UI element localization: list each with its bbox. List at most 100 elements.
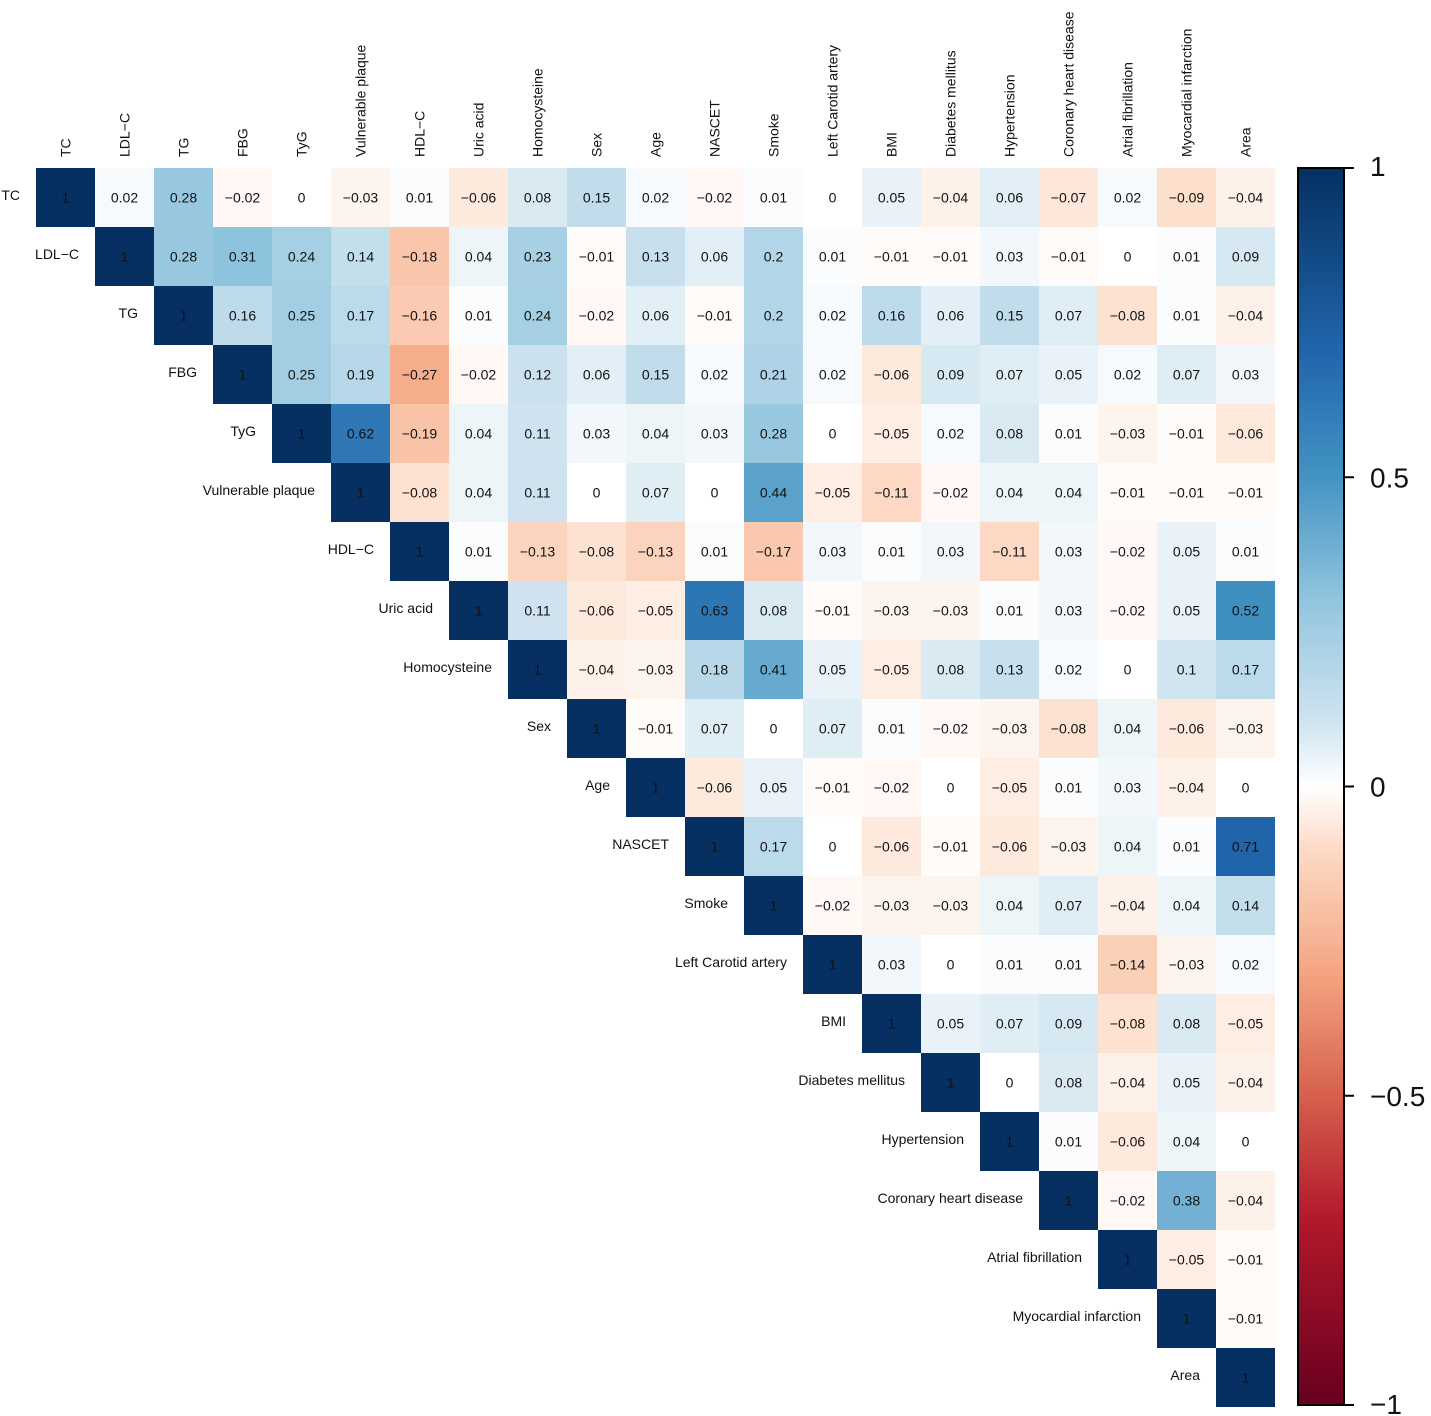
cell-5-12 xyxy=(744,463,803,522)
cell-value-13-15: 0 xyxy=(947,957,955,973)
col-label-2: TG xyxy=(176,138,192,157)
cell-1-17 xyxy=(1039,227,1098,286)
cell-2-9 xyxy=(567,286,626,345)
cell-10-11 xyxy=(685,758,744,817)
cell-7-14 xyxy=(862,581,921,640)
cell-2-18 xyxy=(1098,286,1157,345)
cell-10-12 xyxy=(744,758,803,817)
cell-value-0-12: 0.01 xyxy=(760,190,787,206)
cell-3-15 xyxy=(921,345,980,404)
cell-1-13 xyxy=(803,227,862,286)
cell-3-14 xyxy=(862,345,921,404)
cell-10-17 xyxy=(1039,758,1098,817)
cell-14-15 xyxy=(921,994,980,1053)
cell-3-8 xyxy=(508,345,567,404)
cell-6-15 xyxy=(921,522,980,581)
cell-value-14-20: −0.05 xyxy=(1228,1016,1264,1032)
cell-value-11-11: 1 xyxy=(711,839,719,855)
cell-value-2-9: −0.02 xyxy=(579,308,615,324)
col-label-16: Hypertension xyxy=(1002,75,1018,158)
cell-3-18 xyxy=(1098,345,1157,404)
cell-13-14 xyxy=(862,935,921,994)
cell-value-11-15: −0.01 xyxy=(933,839,969,855)
row-label-16: Hypertension xyxy=(882,1131,965,1147)
cell-10-10 xyxy=(626,758,685,817)
cell-value-9-15: −0.02 xyxy=(933,721,969,737)
cell-value-7-7: 1 xyxy=(475,603,483,619)
cell-value-8-16: 0.13 xyxy=(996,662,1023,678)
cell-12-12 xyxy=(744,876,803,935)
cell-value-5-20: −0.01 xyxy=(1228,485,1264,501)
cell-6-17 xyxy=(1039,522,1098,581)
cell-value-10-18: 0.03 xyxy=(1114,780,1141,796)
cell-1-12 xyxy=(744,227,803,286)
cell-value-6-16: −0.11 xyxy=(992,544,1027,560)
row-label-17: Coronary heart disease xyxy=(877,1190,1023,1206)
cell-10-15 xyxy=(921,758,980,817)
cell-value-5-10: 0.07 xyxy=(642,485,669,501)
cell-2-8 xyxy=(508,286,567,345)
cell-value-2-5: 0.17 xyxy=(347,308,374,324)
cell-value-10-10: 1 xyxy=(652,780,660,796)
cell-value-6-18: −0.02 xyxy=(1110,544,1146,560)
cell-value-1-18: 0 xyxy=(1124,249,1132,265)
cell-value-8-10: −0.03 xyxy=(638,662,674,678)
cell-value-4-13: 0 xyxy=(829,426,837,442)
cell-value-5-18: −0.01 xyxy=(1110,485,1146,501)
cell-value-6-15: 0.03 xyxy=(937,544,964,560)
cell-value-5-11: 0 xyxy=(711,485,719,501)
cell-16-18 xyxy=(1098,1112,1157,1171)
cell-2-13 xyxy=(803,286,862,345)
cell-18-20 xyxy=(1216,1230,1275,1289)
col-label-10: Age xyxy=(648,132,664,157)
cell-value-12-19: 0.04 xyxy=(1173,898,1200,914)
cell-value-9-19: −0.06 xyxy=(1169,721,1205,737)
cell-value-8-17: 0.02 xyxy=(1055,662,1082,678)
col-label-3: FBG xyxy=(235,128,251,157)
cell-20-20 xyxy=(1216,1348,1275,1407)
cell-value-1-5: 0.14 xyxy=(347,249,374,265)
cell-16-20 xyxy=(1216,1112,1275,1171)
cell-1-15 xyxy=(921,227,980,286)
cell-value-4-16: 0.08 xyxy=(996,426,1023,442)
cell-16-19 xyxy=(1157,1112,1216,1171)
cell-5-17 xyxy=(1039,463,1098,522)
cell-2-14 xyxy=(862,286,921,345)
cell-0-0 xyxy=(36,168,95,227)
cell-4-4 xyxy=(272,404,331,463)
cell-3-4 xyxy=(272,345,331,404)
cell-2-15 xyxy=(921,286,980,345)
cell-1-8 xyxy=(508,227,567,286)
cell-12-15 xyxy=(921,876,980,935)
cell-value-5-16: 0.04 xyxy=(996,485,1023,501)
cell-6-20 xyxy=(1216,522,1275,581)
cell-4-8 xyxy=(508,404,567,463)
cell-6-13 xyxy=(803,522,862,581)
cell-value-11-13: 0 xyxy=(829,839,837,855)
col-label-9: Sex xyxy=(589,133,605,157)
cell-value-0-3: −0.02 xyxy=(225,190,261,206)
cell-value-8-13: 0.05 xyxy=(819,662,846,678)
cell-8-18 xyxy=(1098,640,1157,699)
row-label-3: FBG xyxy=(168,364,197,380)
cell-value-7-9: −0.06 xyxy=(579,603,615,619)
row-label-5: Vulnerable plaque xyxy=(203,482,316,498)
cell-1-9 xyxy=(567,227,626,286)
col-label-8: Homocysteine xyxy=(530,68,546,157)
cell-value-3-20: 0.03 xyxy=(1232,367,1259,383)
cell-value-1-20: 0.09 xyxy=(1232,249,1259,265)
cell-10-20 xyxy=(1216,758,1275,817)
cell-value-9-14: 0.01 xyxy=(878,721,905,737)
cell-value-1-4: 0.24 xyxy=(288,249,315,265)
cell-5-8 xyxy=(508,463,567,522)
cell-4-15 xyxy=(921,404,980,463)
cell-8-8 xyxy=(508,640,567,699)
cell-6-6 xyxy=(390,522,449,581)
cell-value-1-19: 0.01 xyxy=(1173,249,1200,265)
cell-5-19 xyxy=(1157,463,1216,522)
cell-value-12-12: 1 xyxy=(770,898,778,914)
cell-15-19 xyxy=(1157,1053,1216,1112)
cell-11-12 xyxy=(744,817,803,876)
cell-value-5-7: 0.04 xyxy=(465,485,492,501)
cell-value-5-15: −0.02 xyxy=(933,485,969,501)
